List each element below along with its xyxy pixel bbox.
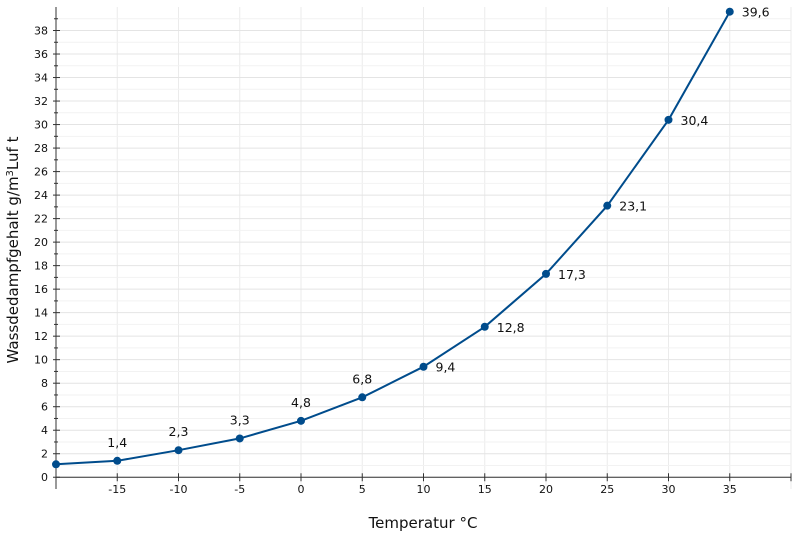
data-point bbox=[603, 201, 612, 210]
data-point bbox=[235, 434, 244, 443]
y-tick-label: 20 bbox=[34, 236, 48, 249]
y-tick-label: 2 bbox=[41, 448, 48, 461]
data-point bbox=[664, 115, 673, 124]
data-label: 30,4 bbox=[681, 113, 709, 128]
y-axis-title-main: Wassdedampfgehalt g/m bbox=[4, 176, 22, 363]
x-tick-label: 20 bbox=[539, 483, 553, 496]
y-tick-label: 24 bbox=[34, 189, 48, 202]
x-tick-label: 5 bbox=[359, 483, 366, 496]
x-tick-label: 10 bbox=[417, 483, 431, 496]
data-point bbox=[419, 362, 428, 371]
data-label: 4,8 bbox=[291, 395, 311, 410]
series-line bbox=[52, 7, 734, 469]
data-label: 17,3 bbox=[558, 267, 586, 282]
data-label: 2,3 bbox=[169, 424, 189, 439]
y-tick-label: 10 bbox=[34, 354, 48, 367]
y-tick-label: 28 bbox=[34, 142, 48, 155]
data-label: 3,3 bbox=[230, 412, 250, 427]
y-tick-label: 12 bbox=[34, 330, 48, 343]
series-polyline bbox=[55, 11, 731, 466]
y-tick-label: 14 bbox=[34, 307, 48, 320]
y-tick-label: 34 bbox=[34, 72, 48, 85]
data-label: 6,8 bbox=[352, 371, 372, 386]
x-axis-title: Temperatur °C bbox=[368, 514, 478, 532]
x-tick-label: -10 bbox=[170, 483, 188, 496]
x-tick-label: 35 bbox=[723, 483, 737, 496]
grid bbox=[55, 7, 792, 489]
x-tick-label: 30 bbox=[662, 483, 676, 496]
x-tick-label: -15 bbox=[108, 483, 126, 496]
data-point bbox=[358, 393, 367, 402]
y-tick-label: 18 bbox=[34, 260, 48, 273]
y-tick-label: 4 bbox=[41, 424, 48, 437]
data-label: 39,6 bbox=[742, 5, 770, 20]
x-tick-label: 25 bbox=[600, 483, 614, 496]
y-tick-label: 38 bbox=[34, 25, 48, 38]
data-point bbox=[297, 416, 305, 425]
y-tick-label: 0 bbox=[41, 471, 48, 484]
data-label: 9,4 bbox=[436, 360, 456, 375]
data-labels: 1,4 2,3 3,3 4,8 6,8 9,4 12,8 17,3 23,1 30,4 39,6 bbox=[107, 5, 769, 450]
y-axis-title: Wassdedampfgehalt g/m3Luf t bbox=[4, 136, 22, 363]
data-point bbox=[725, 7, 734, 16]
data-point bbox=[52, 460, 60, 469]
data-point bbox=[542, 269, 550, 278]
data-label: 12,8 bbox=[497, 320, 525, 335]
data-point bbox=[113, 456, 122, 465]
y-tick-label: 22 bbox=[34, 213, 48, 226]
y-tick-label: 30 bbox=[34, 119, 48, 132]
x-tick-label: 15 bbox=[478, 483, 492, 496]
x-tick-label: 0 bbox=[298, 483, 305, 496]
y-tick-label: 32 bbox=[34, 95, 48, 108]
data-point bbox=[174, 446, 183, 455]
data-point bbox=[480, 322, 489, 331]
y-tick-label: 36 bbox=[34, 48, 48, 61]
y-tick-label: 6 bbox=[41, 401, 48, 414]
x-tick-label: -5 bbox=[234, 483, 245, 496]
y-tick-label: 8 bbox=[41, 377, 48, 390]
data-label: 1,4 bbox=[107, 435, 127, 450]
y-axis-title-tail: Luf t bbox=[4, 136, 22, 170]
y-tick-label: 16 bbox=[34, 283, 48, 296]
y-axis-title-sup: 3 bbox=[5, 170, 16, 176]
data-label: 23,1 bbox=[619, 199, 647, 214]
y-tick-label: 26 bbox=[34, 166, 48, 179]
